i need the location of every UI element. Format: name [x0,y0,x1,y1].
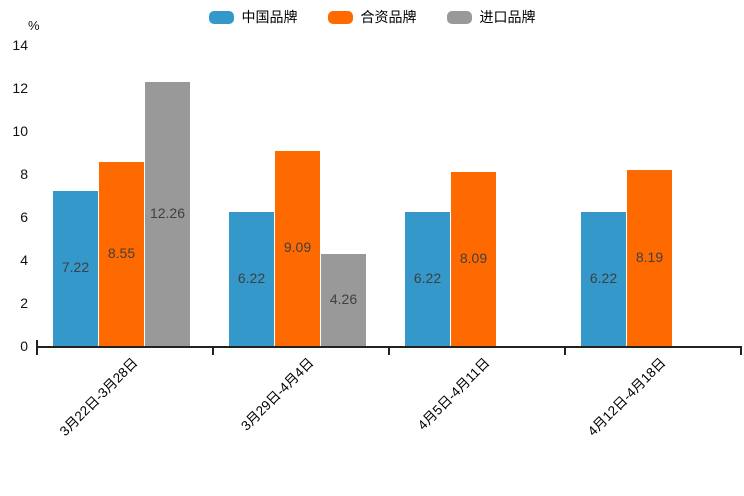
y-tick-label-0: 0 [20,338,28,354]
legend-item-china-brand[interactable]: 中国品牌 [208,9,298,25]
bar-value-label-china-brand-cat4: 6.22 [589,270,618,287]
bar-china-brand-cat1 [53,190,98,346]
y-tick-label-2: 2 [20,295,28,311]
x-axis-tick [212,348,214,355]
legend-swatch-import-brand [446,10,472,24]
y-tick-label-6: 6 [20,209,28,225]
y-tick-label-4: 4 [20,252,28,268]
bar-import-brand-cat1 [145,82,190,346]
x-axis-line [36,346,742,348]
x-axis-tick [564,348,566,355]
bar-china-brand-cat2 [229,212,274,346]
bar-value-label-joint-venture-brand-cat3: 8.09 [459,250,488,267]
x-axis-origin-tick [36,340,38,346]
y-axis-unit-label: % [28,18,40,33]
x-axis-label-category-1: 3月22日-3月28日 [56,355,141,439]
x-axis-tick [388,348,390,355]
x-axis-label-category-3: 4月5日-4月11日 [414,355,493,433]
legend-label-china-brand: 中国品牌 [241,9,298,25]
bar-value-label-import-brand-cat2: 4.26 [329,291,358,308]
y-tick-label-10: 10 [12,123,28,139]
legend-item-joint-venture-brand[interactable]: 合资品牌 [327,9,417,25]
bar-value-label-joint-venture-brand-cat1: 8.55 [107,245,136,262]
bar-china-brand-cat4 [581,212,626,346]
legend-swatch-joint-venture-brand [327,10,353,24]
bar-value-label-china-brand-cat1: 7.22 [61,259,90,276]
bar-joint-venture-brand-cat4 [627,169,672,346]
bar-joint-venture-brand-cat2 [275,150,320,346]
legend-swatch-china-brand [208,10,234,24]
legend-label-joint-venture-brand: 合资品牌 [360,9,417,25]
bar-value-label-china-brand-cat3: 6.22 [413,270,442,287]
x-axis-label-category-2: 3月29日-4月4日 [238,355,317,434]
x-axis-tick [740,348,742,355]
bar-china-brand-cat3 [405,212,450,346]
y-tick-label-12: 12 [12,80,28,96]
y-tick-label-8: 8 [20,166,28,182]
x-axis-label-category-4: 4月12日-4月18日 [584,355,669,439]
legend: 中国品牌 合资品牌 进口品牌 [0,6,744,28]
bar-value-label-joint-venture-brand-cat2: 9.09 [283,239,312,256]
bar-import-brand-cat2 [321,254,366,346]
y-tick-label-14: 14 [12,37,28,53]
bar-value-label-import-brand-cat1: 12.26 [149,205,186,222]
legend-item-import-brand[interactable]: 进口品牌 [446,9,536,25]
bar-joint-venture-brand-cat3 [451,172,496,346]
legend-label-import-brand: 进口品牌 [479,9,536,25]
bar-joint-venture-brand-cat1 [99,162,144,346]
bar-value-label-joint-venture-brand-cat4: 8.19 [635,248,664,265]
x-axis-tick [36,348,38,355]
bar-value-label-china-brand-cat2: 6.22 [237,270,266,287]
